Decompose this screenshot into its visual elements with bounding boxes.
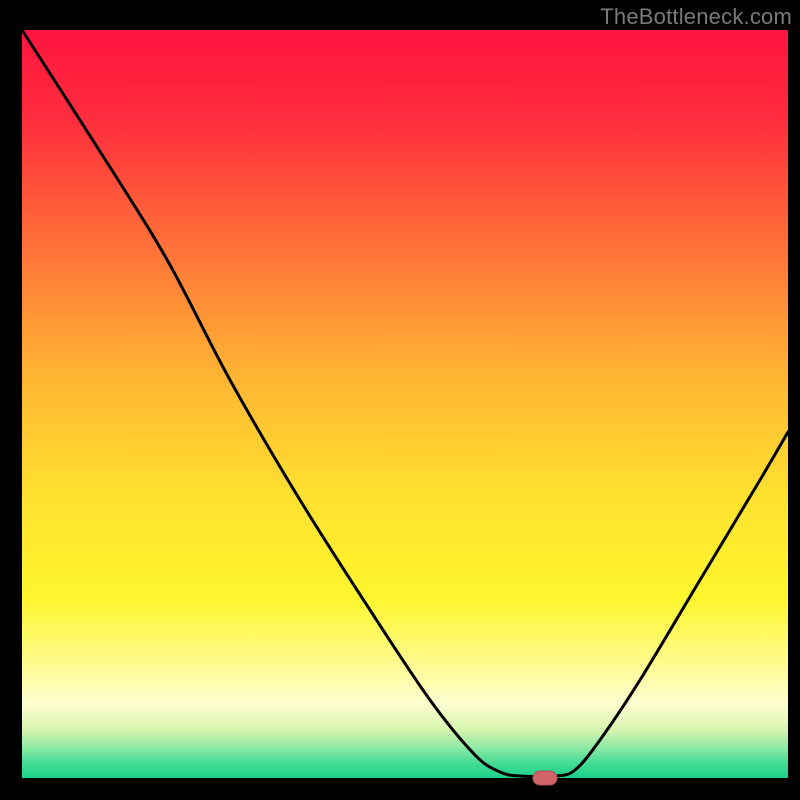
bottleneck-chart: TheBottleneck.com xyxy=(0,0,800,800)
watermark-text: TheBottleneck.com xyxy=(600,4,792,30)
chart-svg xyxy=(0,0,800,800)
optimal-point-marker xyxy=(533,771,557,785)
